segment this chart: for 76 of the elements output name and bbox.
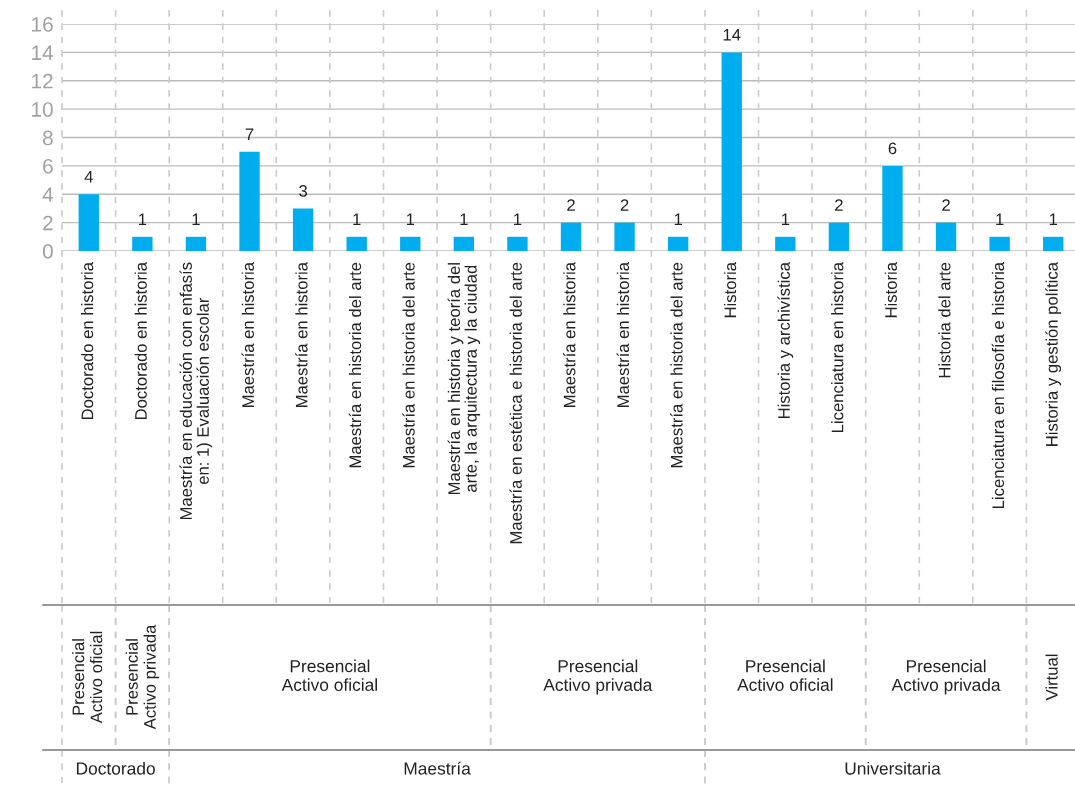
x-tick-label: Licenciatura en historia bbox=[831, 261, 844, 433]
x-tick-label: Doctorado en historia bbox=[81, 261, 94, 420]
bar bbox=[507, 236, 528, 251]
data-label: 14 bbox=[723, 29, 741, 41]
text: Presencial Activo privada bbox=[543, 659, 653, 695]
y-tick-label: 4 bbox=[42, 187, 54, 202]
x-tick-label: Maestría en estética e historia del arte bbox=[509, 262, 522, 544]
y-tick-label: 16 bbox=[32, 17, 53, 32]
data-label: 1 bbox=[996, 213, 1004, 226]
x-tick-label: Historia y archivística bbox=[777, 261, 794, 419]
bar bbox=[1043, 236, 1064, 251]
data-label: 2 bbox=[835, 199, 843, 211]
data-label: 6 bbox=[888, 142, 897, 155]
x-tick-label: Maestría en historia del arte bbox=[348, 262, 362, 468]
bar bbox=[560, 222, 582, 251]
x-tick-label: Historia bbox=[884, 262, 897, 318]
x-tick-label: Maestría en historia bbox=[295, 261, 308, 407]
bar bbox=[614, 222, 635, 251]
data-label: 1 bbox=[406, 213, 415, 226]
bar bbox=[346, 236, 367, 251]
text: Presencial Activo oficial bbox=[737, 659, 833, 692]
text: Doctorado bbox=[76, 761, 155, 775]
text: Presencial Activo oficial bbox=[72, 631, 103, 724]
text: Presencial Activo privada bbox=[891, 659, 1001, 695]
bar bbox=[882, 165, 903, 251]
data-label: 1 bbox=[460, 213, 468, 226]
data-label: 1 bbox=[139, 213, 147, 226]
x-tick-label: Historia del arte bbox=[938, 262, 951, 378]
x-tick-label: Historia y gestión política bbox=[1045, 261, 1062, 446]
y-tick-label: 12 bbox=[32, 73, 53, 89]
y-tick-label: 8 bbox=[42, 130, 53, 146]
bar bbox=[989, 236, 1010, 251]
bar bbox=[400, 236, 421, 251]
x-tick-label: Maestría en historia bbox=[616, 261, 630, 407]
x-tick-label: Maestría en historia del arte bbox=[670, 262, 683, 468]
text: Universitaria bbox=[845, 761, 941, 775]
data-label: 4 bbox=[84, 170, 93, 183]
x-tick-label: Historia bbox=[723, 262, 737, 318]
x-tick-label: Maestría en historia bbox=[241, 261, 254, 407]
data-label: 1 bbox=[353, 213, 361, 226]
y-tick-label: 0 bbox=[42, 244, 53, 259]
data-label: 2 bbox=[567, 199, 575, 211]
y-tick-label: 10 bbox=[32, 102, 53, 117]
bar bbox=[935, 222, 957, 251]
x-tick-label: Maestría en educación con enfasís en: 1) Evaluación escolar bbox=[179, 262, 213, 520]
y-tick-label: 6 bbox=[43, 158, 53, 174]
x-tick-label: Maestría en historia bbox=[563, 261, 576, 407]
data-label: 1 bbox=[1049, 213, 1058, 226]
bar bbox=[775, 236, 796, 251]
data-label: 2 bbox=[620, 199, 629, 211]
data-label: 2 bbox=[942, 199, 950, 211]
text: Virtual bbox=[1045, 654, 1058, 701]
data-label: 1 bbox=[514, 213, 522, 226]
bar bbox=[667, 236, 689, 251]
bar bbox=[453, 236, 475, 251]
data-label: 3 bbox=[299, 185, 308, 197]
bar bbox=[185, 236, 207, 251]
data-label: 7 bbox=[245, 128, 254, 140]
x-tick-label: Doctorado en historia bbox=[134, 261, 147, 420]
data-label: 1 bbox=[674, 213, 682, 226]
y-tick-label: 14 bbox=[32, 45, 54, 60]
data-label: 1 bbox=[192, 213, 200, 226]
text: Presencial Activo oficial bbox=[281, 659, 377, 692]
x-tick-label: Licenciatura en filosofía e historia bbox=[991, 261, 1005, 508]
bar bbox=[78, 194, 99, 251]
x-tick-label: Maestría en historia y teoría del arte, la arquitectura y la ciudad bbox=[447, 263, 481, 495]
y-tick-label: 2 bbox=[43, 215, 53, 231]
bar bbox=[828, 222, 850, 251]
x-tick-label: Maestría en historia del arte bbox=[402, 262, 415, 468]
bar bbox=[132, 236, 153, 251]
text: Maestría bbox=[404, 761, 471, 775]
text: Presencial Activo privada bbox=[125, 624, 160, 730]
bar bbox=[292, 208, 314, 251]
data-label: 1 bbox=[781, 213, 790, 226]
bar bbox=[239, 151, 260, 251]
bar bbox=[721, 52, 742, 251]
